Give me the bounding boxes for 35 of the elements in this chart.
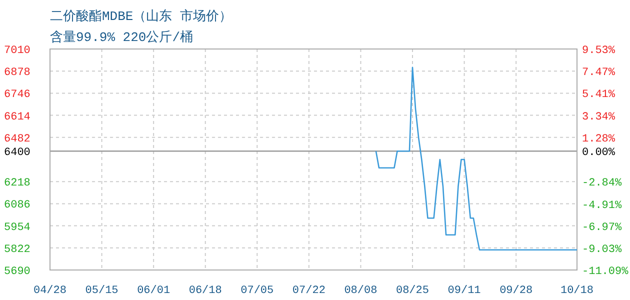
x-tick-label: 07/05	[240, 285, 274, 297]
y2-tick-label: 3.34%	[582, 111, 616, 124]
chart-title: 二价酸酯MDBE（山东 市场价）	[50, 9, 232, 24]
y-tick-label: 6218	[4, 178, 30, 190]
x-tick-label: 09/11	[448, 285, 482, 297]
y-tick-label: 5954	[4, 222, 31, 234]
y-tick-label: 6400	[4, 147, 30, 160]
x-tick-label: 06/18	[188, 285, 222, 297]
x-tick-label: 05/15	[85, 285, 118, 297]
x-tick-label: 08/08	[344, 285, 378, 297]
y2-tick-label: 5.41%	[582, 89, 616, 102]
x-tick-label: 07/22	[292, 285, 326, 297]
y-tick-label: 6746	[4, 89, 30, 102]
y-tick-label: 6614	[4, 111, 31, 124]
x-tick-label: 06/01	[137, 285, 170, 297]
y2-tick-label: -11.09%	[582, 266, 629, 278]
x-tick-label: 10/18	[560, 285, 594, 297]
chart-subtitle: 含量99.9% 220公斤/桶	[50, 30, 194, 45]
y2-tick-label: 9.53%	[582, 45, 616, 57]
x-tick-label: 09/28	[500, 285, 533, 297]
y2-tick-label: -6.97%	[582, 222, 622, 234]
x-tick-label: 08/25	[396, 285, 430, 297]
y-tick-label: 5822	[4, 244, 30, 256]
x-tick-label: 04/28	[33, 285, 67, 297]
y-tick-label: 5690	[4, 266, 30, 278]
y2-tick-label: 7.47%	[582, 67, 616, 80]
y-tick-label: 6086	[4, 200, 30, 212]
y2-tick-label: -2.84%	[582, 178, 622, 190]
y-tick-label: 7010	[4, 45, 30, 57]
y2-tick-label: 0.00%	[582, 147, 616, 160]
y-tick-label: 6482	[4, 133, 30, 146]
y2-tick-label: -9.03%	[582, 244, 622, 256]
y2-tick-label: 1.28%	[582, 133, 616, 146]
y-tick-label: 6878	[4, 67, 30, 80]
y2-tick-label: -4.91%	[582, 200, 622, 212]
